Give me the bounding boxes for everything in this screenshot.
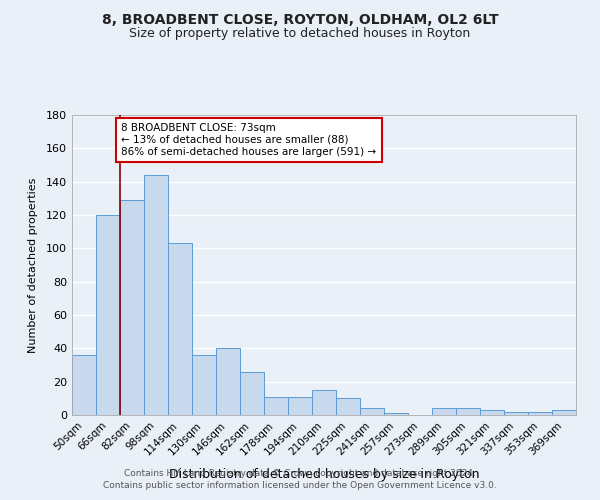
Bar — [456, 408, 480, 415]
Bar — [384, 414, 408, 415]
Bar — [264, 396, 288, 415]
Bar — [528, 412, 552, 415]
Text: 8 BROADBENT CLOSE: 73sqm
← 13% of detached houses are smaller (88)
86% of semi-d: 8 BROADBENT CLOSE: 73sqm ← 13% of detach… — [121, 124, 376, 156]
Bar — [336, 398, 360, 415]
Bar — [168, 244, 192, 415]
Bar — [96, 215, 120, 415]
Bar — [360, 408, 384, 415]
Bar — [72, 355, 96, 415]
Bar — [432, 408, 456, 415]
X-axis label: Distribution of detached houses by size in Royton: Distribution of detached houses by size … — [169, 468, 479, 481]
Bar — [144, 175, 168, 415]
Text: Contains public sector information licensed under the Open Government Licence v3: Contains public sector information licen… — [103, 481, 497, 490]
Text: Contains HM Land Registry data © Crown copyright and database right 2024.: Contains HM Land Registry data © Crown c… — [124, 468, 476, 477]
Bar — [504, 412, 528, 415]
Y-axis label: Number of detached properties: Number of detached properties — [28, 178, 38, 352]
Bar — [312, 390, 336, 415]
Text: Size of property relative to detached houses in Royton: Size of property relative to detached ho… — [130, 28, 470, 40]
Bar — [192, 355, 216, 415]
Bar — [288, 396, 312, 415]
Text: 8, BROADBENT CLOSE, ROYTON, OLDHAM, OL2 6LT: 8, BROADBENT CLOSE, ROYTON, OLDHAM, OL2 … — [101, 12, 499, 26]
Bar — [552, 410, 576, 415]
Bar — [480, 410, 504, 415]
Bar — [240, 372, 264, 415]
Bar — [216, 348, 240, 415]
Bar — [120, 200, 144, 415]
